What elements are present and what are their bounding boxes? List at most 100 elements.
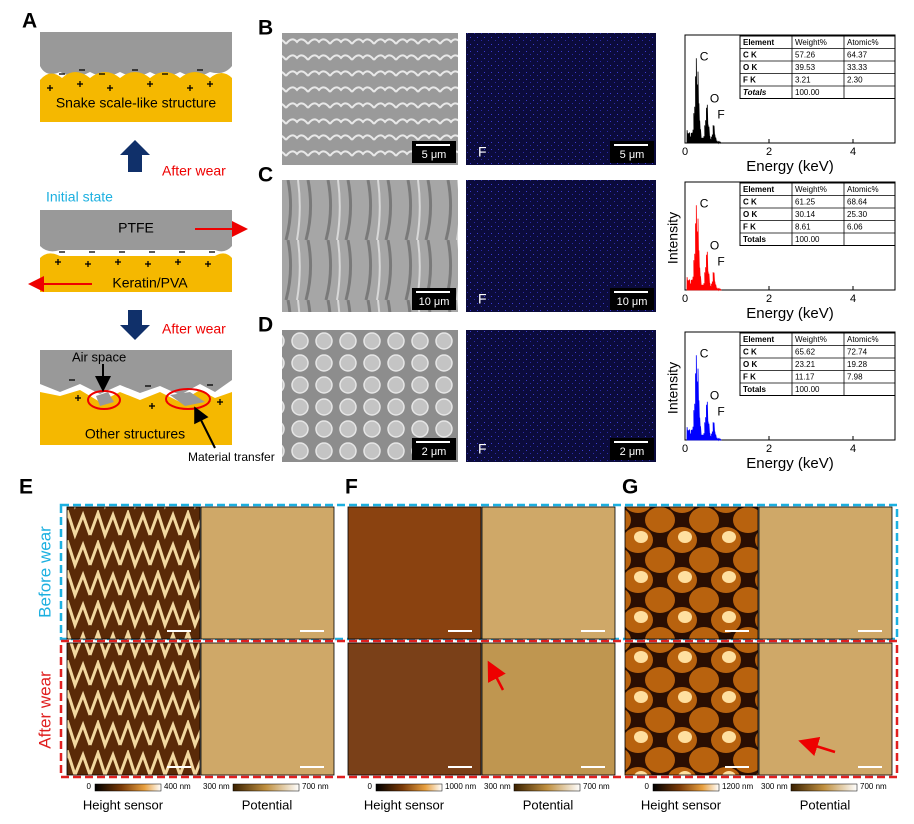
colorbar-title: Potential	[242, 797, 293, 812]
height-image	[66, 642, 201, 776]
table-cell: 39.53	[795, 63, 816, 72]
peak-label: F	[717, 255, 724, 269]
peak-label: F	[717, 405, 724, 419]
x-axis-label: Energy (keV)	[746, 455, 834, 472]
height-image	[624, 506, 759, 640]
scale-box	[610, 438, 654, 460]
spectrum	[686, 58, 722, 145]
table-cell: Atomic%	[847, 38, 879, 47]
table-cell: 61.25	[795, 197, 816, 206]
table-cell: 2.30	[847, 75, 863, 84]
panel-label: E	[19, 476, 33, 499]
table-cell: 6.06	[847, 222, 863, 231]
potential-image	[200, 506, 335, 640]
potential-image	[481, 642, 616, 776]
table-cell: Totals	[743, 385, 767, 394]
label: Initial state	[46, 189, 113, 205]
row-label: Before wear	[35, 526, 54, 618]
y-axis-label: Intensity	[665, 362, 681, 414]
table-cell: 25.30	[847, 210, 868, 219]
peak-label: C	[700, 49, 709, 63]
scale-label: 2 μm	[422, 446, 447, 458]
scale-box	[412, 141, 456, 163]
table-cell: 23.21	[795, 360, 816, 369]
x-tick-label: 0	[682, 443, 688, 455]
scale-max: 700 nm	[860, 782, 887, 791]
colorbar-title: Height sensor	[364, 797, 445, 812]
panel-label: D	[258, 314, 273, 337]
table-bg	[739, 182, 896, 246]
table-cell: C K	[743, 347, 757, 356]
table-cell: 11.17	[795, 372, 815, 381]
table-cell: 100.00	[795, 235, 820, 244]
scale-max: 1000 nm	[445, 782, 476, 791]
colorbar-title: Potential	[800, 797, 851, 812]
colorbar	[513, 783, 581, 792]
x-tick-label: 0	[682, 293, 688, 305]
table-bg	[739, 35, 896, 99]
scale-min: 300 nm	[484, 782, 511, 791]
scale-min: 0	[645, 782, 650, 791]
table-cell: Atomic%	[847, 335, 879, 344]
panel-label: A	[22, 10, 37, 33]
table-cell: 3.21	[795, 75, 811, 84]
y-axis-label: Intensity	[665, 212, 681, 264]
table-cell: 19.28	[847, 360, 868, 369]
table-cell: 8.61	[795, 222, 811, 231]
height-image	[624, 642, 759, 776]
x-tick-label: 4	[850, 146, 856, 158]
table-cell: 65.62	[795, 347, 816, 356]
scale-box	[610, 288, 654, 310]
scale-label: 2 μm	[620, 446, 645, 458]
table-cell: O K	[743, 360, 757, 369]
height-image	[66, 506, 201, 640]
scale-label: 10 μm	[617, 296, 648, 308]
colorbar-title: Potential	[523, 797, 574, 812]
table-cell: 100.00	[795, 88, 820, 97]
element-label: F	[478, 291, 487, 307]
label: Air space	[72, 349, 126, 364]
scale-min: 0	[87, 782, 92, 791]
table-cell: F K	[743, 75, 756, 84]
table-cell: O K	[743, 210, 757, 219]
peak-label: F	[717, 108, 724, 122]
label: Snake scale-like structure	[56, 95, 217, 111]
table-cell: 72.74	[847, 347, 868, 356]
table-cell: 7.98	[847, 372, 863, 381]
panel-label: C	[258, 164, 273, 187]
arrow-up	[120, 140, 150, 172]
after-frame	[59, 639, 899, 779]
table-cell: Element	[743, 38, 774, 47]
table-cell: Weight%	[795, 335, 827, 344]
potential-image	[758, 506, 893, 640]
scale-label: 5 μm	[422, 149, 447, 161]
table-cell: 100.00	[795, 385, 820, 394]
x-tick-label: 4	[850, 443, 856, 455]
table-bg	[739, 332, 896, 396]
label: After wear	[162, 163, 226, 179]
panel-label: F	[345, 476, 358, 499]
x-axis-label: Energy (keV)	[746, 158, 834, 175]
x-tick-label: 2	[766, 146, 772, 158]
table-cell: Weight%	[795, 38, 827, 47]
colorbar	[94, 783, 162, 792]
x-tick-label: 2	[766, 443, 772, 455]
panel-label: B	[258, 17, 273, 40]
spectrum	[686, 205, 722, 292]
scale-label: 10 μm	[419, 296, 450, 308]
label: Keratin/PVA	[112, 275, 188, 291]
x-tick-label: 2	[766, 293, 772, 305]
colorbar	[232, 783, 300, 792]
row-label: After wear	[35, 671, 54, 749]
table-cell: 57.26	[795, 50, 816, 59]
peak-label: C	[700, 196, 709, 210]
table-cell: F K	[743, 372, 756, 381]
element-label: F	[478, 441, 487, 457]
table-cell: Element	[743, 185, 774, 194]
element-label: F	[478, 144, 487, 160]
scale-min: 0	[368, 782, 373, 791]
scale-box	[610, 141, 654, 163]
potential-image	[758, 642, 893, 776]
peak-label: C	[700, 346, 709, 360]
scale-max: 1200 nm	[722, 782, 753, 791]
